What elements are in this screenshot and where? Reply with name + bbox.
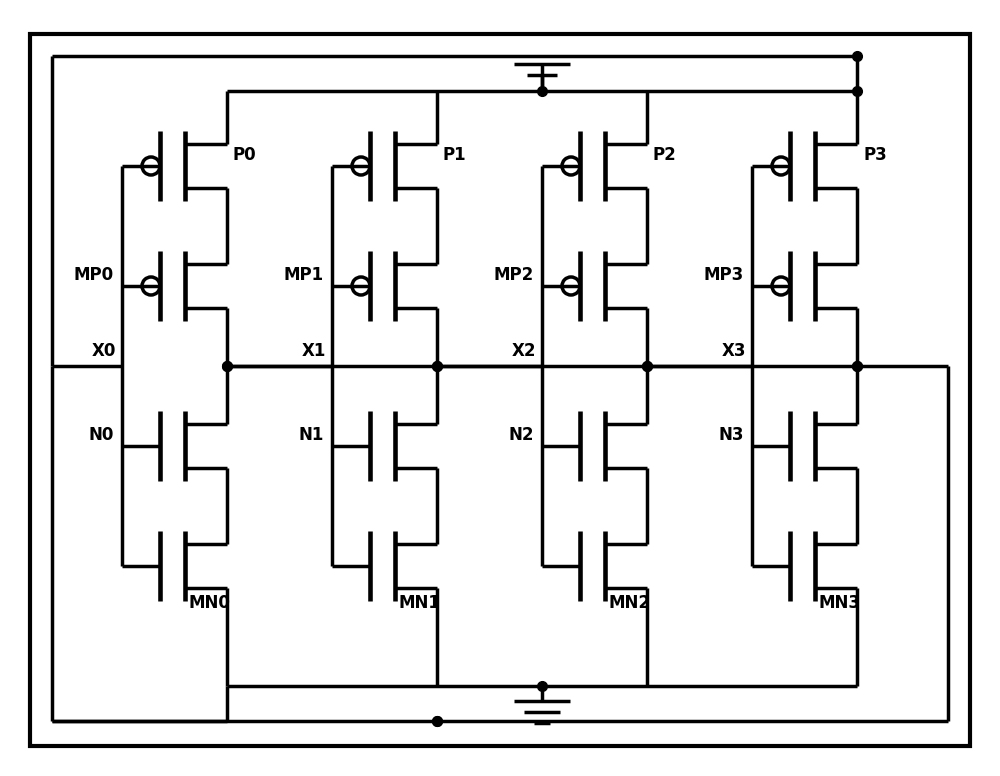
Text: X0: X0: [92, 342, 116, 360]
Text: N2: N2: [509, 426, 534, 444]
Text: X2: X2: [512, 342, 536, 360]
Text: MP1: MP1: [284, 266, 324, 284]
Text: MP3: MP3: [704, 266, 744, 284]
Text: X3: X3: [722, 342, 746, 360]
Text: P3: P3: [863, 146, 887, 164]
Text: X1: X1: [302, 342, 326, 360]
Text: MN3: MN3: [819, 594, 861, 612]
Text: MN2: MN2: [609, 594, 651, 612]
Text: N3: N3: [718, 426, 744, 444]
Text: N1: N1: [299, 426, 324, 444]
Text: P1: P1: [443, 146, 467, 164]
Text: MN1: MN1: [399, 594, 441, 612]
Text: N0: N0: [89, 426, 114, 444]
Text: P2: P2: [653, 146, 677, 164]
Text: MN0: MN0: [189, 594, 231, 612]
Text: MP0: MP0: [74, 266, 114, 284]
Text: P0: P0: [233, 146, 257, 164]
Text: MP2: MP2: [494, 266, 534, 284]
